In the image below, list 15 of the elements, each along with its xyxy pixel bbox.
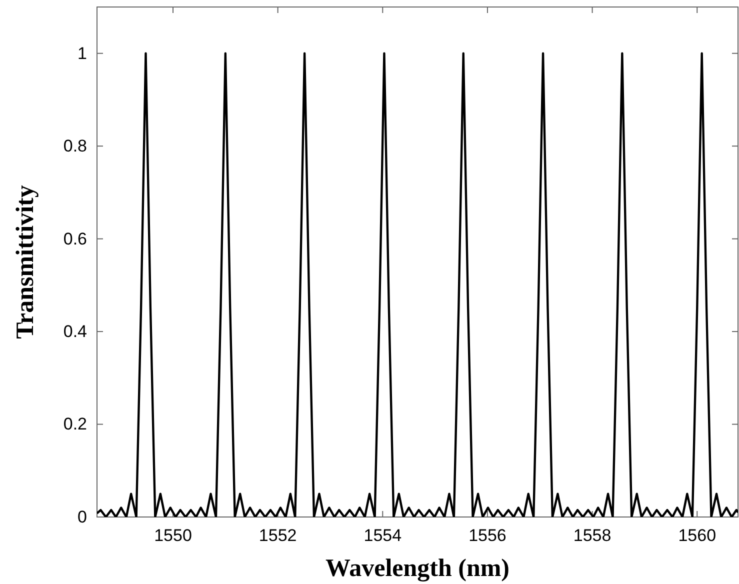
y-tick-label: 0 [78,507,87,526]
x-tick-label: 1560 [678,526,716,546]
y-tick-label: 0.6 [63,229,87,248]
y-tick-label: 0.8 [63,136,87,156]
x-tick-label: 1558 [573,526,612,546]
y-tick-label: 0.4 [63,322,87,341]
y-axis-title: Transmittivity [12,184,39,339]
y-tick-label: 1 [78,44,87,63]
x-axis-title: Wavelength (nm) [325,555,510,582]
x-tick-label: 1556 [468,526,506,546]
x-tick-label: 1552 [258,526,297,546]
line-series [97,52,738,517]
x-tick-label: 1554 [364,526,402,546]
y-tick-label: 0.2 [63,414,87,434]
x-tick-label: 1550 [154,526,192,546]
